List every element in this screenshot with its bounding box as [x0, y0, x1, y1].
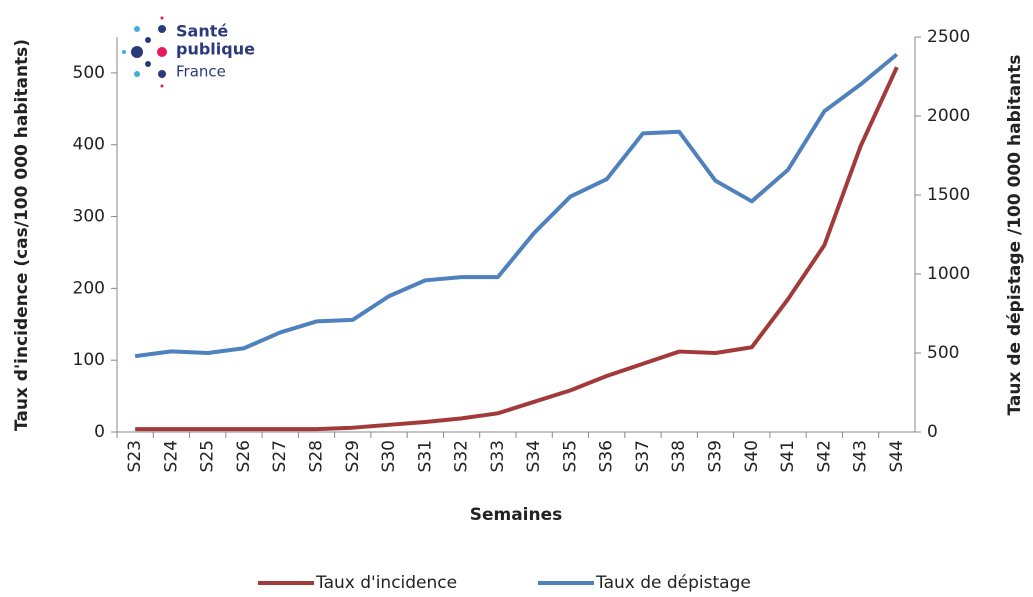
logo-text: Santé [176, 22, 228, 41]
y2-tick-label: 1500 [927, 185, 970, 205]
x-tick-label: S28 [307, 440, 327, 472]
y2-tick-label: 1000 [927, 264, 970, 284]
series-line [134, 52, 899, 359]
x-tick-label: S40 [742, 440, 762, 472]
logo: Santé publique France [122, 16, 255, 88]
series-line [135, 66, 899, 432]
x-tick-label: S30 [379, 440, 399, 472]
legend-label: Taux d'incidence [315, 573, 457, 593]
x-tick-label: S24 [161, 440, 181, 472]
legend-label: Taux de dépistage [595, 573, 751, 593]
y2-tick-label: 2500 [927, 27, 970, 47]
x-tick-label: S39 [706, 440, 726, 472]
logo-text: France [176, 63, 226, 81]
x-tick-label: S33 [488, 440, 508, 472]
y2-axis-title: Taux de dépistage /100 000 habitants [1005, 54, 1025, 415]
y2-tick-label: 2000 [927, 106, 970, 126]
x-tick-label: S31 [415, 440, 435, 472]
x-tick-label: S32 [452, 440, 472, 472]
y-tick-label: 200 [73, 278, 105, 298]
y2-tick-label: 0 [927, 422, 938, 442]
x-tick-label: S36 [597, 440, 617, 472]
x-tick-label: S37 [633, 440, 653, 472]
y-tick-label: 100 [73, 350, 105, 370]
logo-text: publique [176, 40, 255, 59]
y-tick-label: 500 [73, 63, 105, 83]
x-tick-label: S43 [851, 440, 871, 472]
x-tick-label: S44 [887, 440, 907, 472]
x-tick-label: S38 [669, 440, 689, 472]
x-tick-label: S42 [814, 440, 834, 472]
x-tick-label: S23 [125, 440, 145, 472]
x-tick-label: S29 [343, 440, 363, 472]
x-tick-label: S34 [524, 440, 544, 472]
x-tick-label: S27 [270, 440, 290, 472]
x-tick-label: S25 [198, 440, 218, 472]
y-tick-label: 400 [73, 135, 105, 155]
y-tick-label: 300 [73, 207, 105, 227]
x-tick-label: S41 [778, 440, 798, 472]
y-axis-title: Taux d'incidence (cas/100 000 habitants) [12, 39, 32, 431]
x-tick-label: S26 [234, 440, 254, 472]
x-tick-label: S35 [560, 440, 580, 472]
y2-tick-label: 500 [927, 343, 959, 363]
y-tick-label: 0 [94, 422, 105, 442]
x-axis-title: Semaines [470, 505, 563, 525]
